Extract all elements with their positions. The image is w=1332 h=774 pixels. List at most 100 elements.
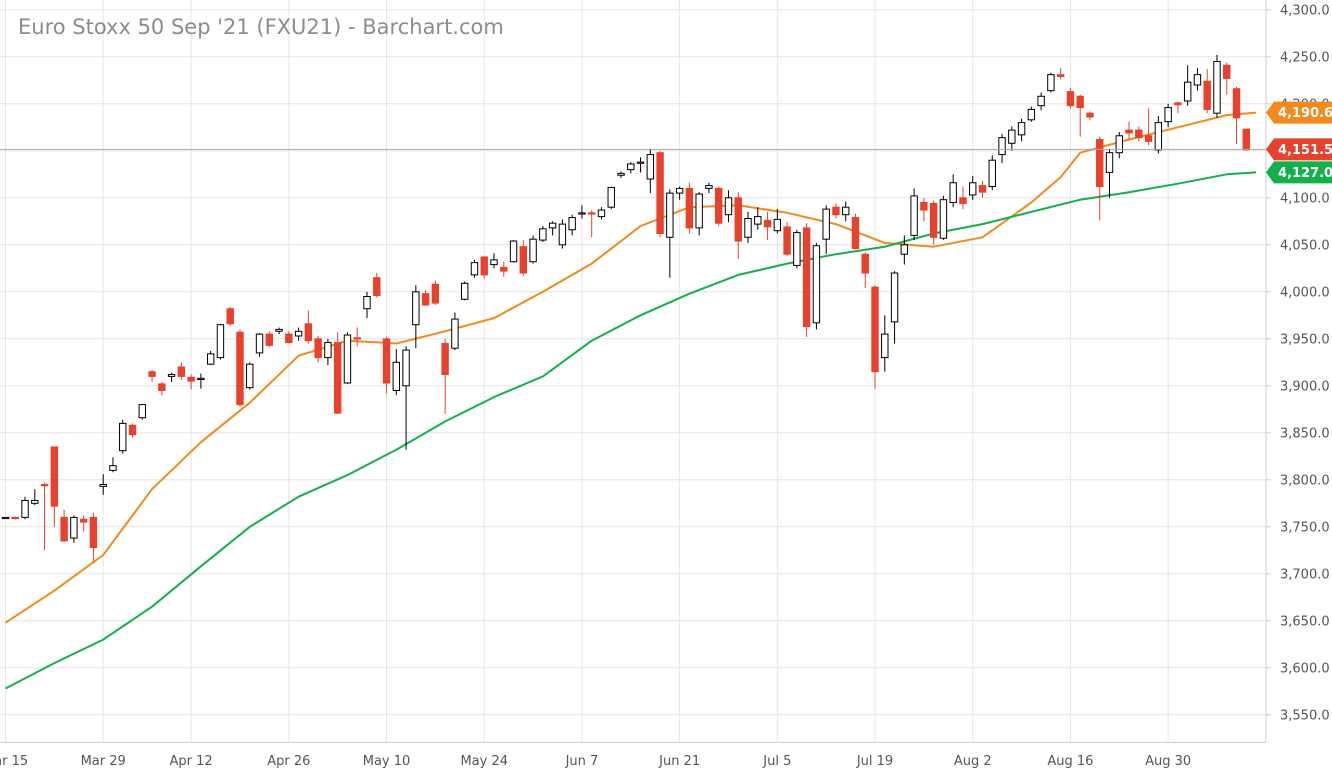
y-tick-label: 3,950.0 bbox=[1280, 332, 1330, 347]
candle-body bbox=[998, 137, 1006, 156]
candle-body bbox=[949, 182, 957, 203]
grid bbox=[0, 0, 1267, 742]
candle-body bbox=[734, 197, 742, 242]
candle-body bbox=[1027, 108, 1036, 121]
candle-body bbox=[1213, 61, 1221, 114]
candle-body bbox=[1174, 102, 1182, 106]
candle-body bbox=[910, 195, 918, 236]
candle-body bbox=[929, 202, 938, 238]
candle-body bbox=[890, 272, 899, 323]
moving-average-line bbox=[5, 171, 1257, 690]
candle-body bbox=[773, 218, 782, 232]
candle-body bbox=[1223, 64, 1231, 79]
candle-body bbox=[89, 516, 98, 548]
candle-body bbox=[1017, 122, 1026, 136]
candle-body bbox=[197, 377, 205, 380]
candle-body bbox=[255, 333, 264, 354]
candle-body bbox=[558, 223, 567, 246]
candle-body bbox=[685, 187, 694, 229]
x-tick-label: Jun 21 bbox=[658, 754, 700, 769]
y-tick-label: 3,550.0 bbox=[1280, 708, 1330, 723]
candle-body bbox=[793, 232, 801, 266]
candle-body bbox=[588, 212, 596, 215]
candle-body bbox=[294, 330, 303, 337]
candle-body bbox=[421, 293, 430, 306]
candle-body bbox=[1105, 152, 1114, 173]
candle-body bbox=[695, 193, 703, 229]
candle-body bbox=[607, 186, 615, 208]
candle-body bbox=[871, 286, 879, 373]
y-tick-label: 3,900.0 bbox=[1280, 379, 1330, 394]
chart-title: Euro Stoxx 50 Sep '21 (FXU21) - Barchart… bbox=[18, 15, 504, 39]
candles bbox=[1, 54, 1250, 563]
candle-body bbox=[138, 404, 146, 419]
candle-body bbox=[109, 465, 117, 471]
y-tick-label: 3,650.0 bbox=[1280, 614, 1330, 629]
candle-body bbox=[969, 182, 977, 196]
candle-body bbox=[754, 216, 762, 225]
candle-body bbox=[763, 219, 772, 228]
candle-body bbox=[988, 159, 996, 188]
candle-body bbox=[1144, 135, 1153, 142]
candle-body bbox=[304, 323, 313, 342]
candle-body bbox=[470, 262, 479, 276]
candle-body bbox=[1086, 112, 1094, 118]
candle-body bbox=[1076, 95, 1084, 109]
x-tick-label: Jun 7 bbox=[565, 754, 599, 769]
x-axis-line bbox=[0, 742, 1266, 743]
y-tick-label: 3,800.0 bbox=[1280, 473, 1330, 488]
y-tick-label: 3,850.0 bbox=[1280, 426, 1330, 441]
candle-body bbox=[851, 217, 860, 250]
candle-body bbox=[460, 282, 469, 300]
candle-body bbox=[861, 253, 869, 274]
candle-body bbox=[392, 361, 401, 391]
candle-body bbox=[1154, 122, 1163, 151]
x-tick-label: Apr 26 bbox=[267, 754, 310, 769]
candle-body bbox=[744, 217, 752, 238]
candle-body bbox=[451, 318, 459, 349]
candle-body bbox=[578, 212, 586, 215]
y-tick-label: 4,050.0 bbox=[1280, 238, 1330, 253]
candle-body bbox=[617, 172, 625, 176]
price-tags: 4,190.6 4,151.5 4,127.0 bbox=[1266, 101, 1332, 184]
candle-body bbox=[978, 185, 987, 193]
candle-body bbox=[597, 209, 606, 218]
candle-body bbox=[509, 240, 518, 263]
candle-body bbox=[382, 338, 391, 384]
candle-body bbox=[128, 424, 137, 436]
x-tick-label: Apr 12 bbox=[170, 754, 213, 769]
price-tag-label: 4,151.5 bbox=[1278, 143, 1332, 158]
candle-body bbox=[1047, 74, 1055, 92]
candle-body bbox=[881, 333, 889, 359]
candle-body bbox=[167, 374, 176, 377]
candle-body bbox=[1135, 129, 1143, 139]
candle-body bbox=[236, 331, 244, 406]
candle-body bbox=[99, 484, 107, 487]
candle-body bbox=[519, 246, 528, 274]
candle-body bbox=[119, 422, 127, 452]
candle-body bbox=[373, 277, 381, 297]
x-axis-ticks: Mar 15 Mar 29 Apr 12 Apr 26 May 10 May 24 Jun … bbox=[0, 754, 1191, 769]
candle-body bbox=[177, 366, 186, 377]
candle-body bbox=[539, 228, 547, 241]
candle-body bbox=[21, 499, 29, 518]
candle-body bbox=[812, 245, 821, 324]
candle-body bbox=[1193, 74, 1202, 86]
candle-body bbox=[832, 206, 840, 216]
x-tick-label: Mar 29 bbox=[81, 754, 126, 769]
candle-body bbox=[1203, 80, 1211, 110]
x-tick-label: Aug 2 bbox=[954, 754, 992, 769]
moving-average-line bbox=[4, 111, 1257, 624]
candle-body bbox=[206, 353, 215, 365]
candle-body bbox=[568, 217, 576, 231]
y-tick-label: 4,100.0 bbox=[1280, 191, 1330, 206]
candle-body bbox=[1232, 88, 1241, 119]
candle-body bbox=[148, 371, 156, 377]
candle-body bbox=[1008, 129, 1016, 144]
candle-body bbox=[1115, 135, 1123, 154]
candle-body bbox=[939, 199, 948, 239]
candle-body bbox=[959, 197, 967, 204]
candle-body bbox=[412, 291, 420, 326]
x-tick-label: May 10 bbox=[363, 754, 411, 769]
candle-body bbox=[666, 192, 674, 238]
